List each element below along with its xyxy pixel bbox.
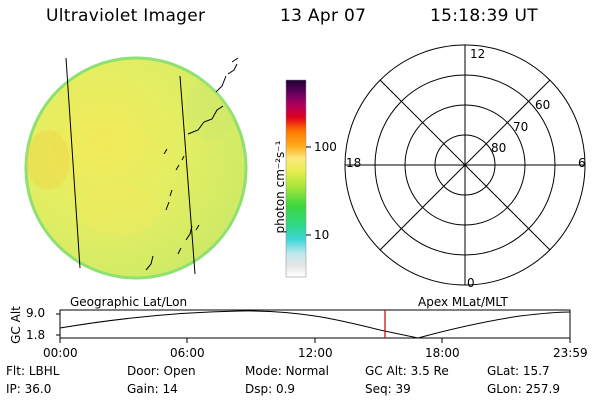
time-label: 15:18:39 UT — [430, 6, 538, 26]
timeline-x-tick-1200: 12:00 — [298, 346, 333, 360]
mlt-label-18: 18 — [346, 156, 362, 170]
meridian-line-right — [179, 75, 196, 275]
timeline-y-tick-low: 1.8 — [26, 328, 46, 342]
info-glat: GLat: 15.7 — [487, 364, 550, 378]
info-flt: Flt: LBHL — [6, 364, 60, 378]
info-door: Door: Open — [127, 364, 196, 378]
app-title: Ultraviolet Imager — [46, 6, 206, 26]
info-dsp: Dsp: 0.9 — [245, 382, 296, 396]
info-gain: Gain: 14 — [127, 382, 178, 396]
date-label: 13 Apr 07 — [280, 6, 367, 26]
mlt-label-12: 12 — [470, 47, 486, 61]
timeline-x-tick-2359: 23:59 — [553, 346, 588, 360]
timeline-x-tick-1800: 18:00 — [425, 346, 460, 360]
colorbar — [285, 79, 311, 278]
altitude-curve — [59, 310, 571, 339]
timeline-y-tick-high: 9.0 — [26, 306, 46, 320]
info-gc-alt: GC Alt: 3.5 Re — [365, 364, 449, 378]
colorbar-units-label: photon cm⁻²s⁻¹ — [273, 140, 287, 234]
altitude-timeline — [56, 309, 571, 343]
uv-disk-image — [24, 56, 248, 280]
timeline-y-axis-label: GC Alt — [9, 306, 23, 344]
colorbar-tick-100: 100 — [314, 140, 337, 154]
coastline-traces — [145, 57, 239, 271]
meridian-line-left — [65, 57, 81, 269]
info-mode: Mode: Normal — [245, 364, 329, 378]
mlt-label-6: 6 — [578, 156, 586, 170]
lat-label-80: 80 — [491, 141, 507, 155]
info-seq: Seq: 39 — [365, 382, 411, 396]
colorbar-tick-10: 10 — [314, 228, 330, 242]
timeline-right-title: Apex MLat/MLT — [418, 295, 508, 309]
lat-label-60: 60 — [535, 98, 551, 112]
mlt-label-0: 0 — [467, 276, 475, 290]
lat-label-70: 70 — [513, 120, 529, 134]
timeline-left-title: Geographic Lat/Lon — [70, 295, 188, 309]
timeline-x-tick-0600: 06:00 — [170, 346, 205, 360]
timeline-x-tick-0000: 00:00 — [43, 346, 78, 360]
info-glon: GLon: 257.9 — [487, 382, 560, 396]
info-ip: IP: 36.0 — [6, 382, 52, 396]
polar-mlt-plot — [344, 44, 586, 286]
